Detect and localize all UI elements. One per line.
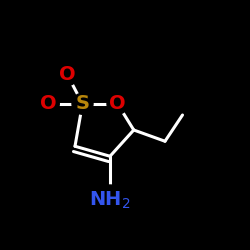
Circle shape [107, 93, 128, 114]
Text: O: O [40, 94, 57, 113]
Circle shape [72, 93, 93, 114]
Text: O: O [109, 94, 126, 113]
Text: O: O [59, 66, 76, 84]
Text: NH$_2$: NH$_2$ [89, 189, 131, 211]
Circle shape [95, 185, 125, 215]
Text: S: S [76, 94, 90, 113]
Circle shape [57, 64, 78, 86]
Circle shape [38, 93, 59, 114]
